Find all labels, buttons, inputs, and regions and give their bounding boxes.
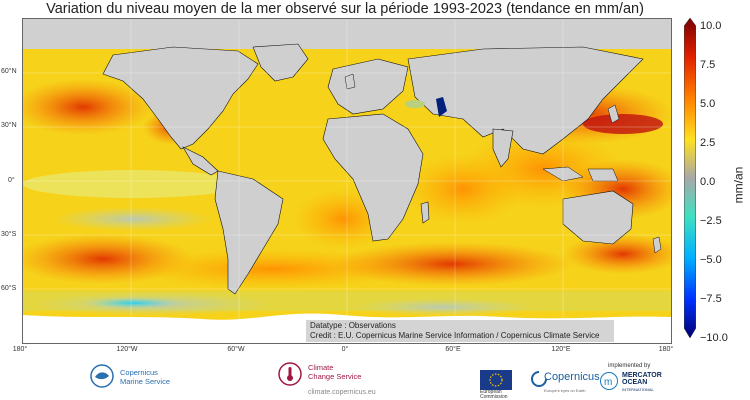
north-america	[102, 46, 259, 150]
colorbar-tick: −7.5	[700, 293, 722, 305]
c3s-logo: Climate Change Service climate.copernicu…	[278, 360, 398, 396]
cmems-fish-icon	[90, 364, 114, 388]
lat-label-30s: 30°S	[1, 231, 17, 238]
sea-level-map	[22, 18, 672, 344]
map-canvas	[23, 19, 671, 343]
colorbar-unit-label: mm/an	[731, 166, 746, 204]
colorbar-tick: −5.0	[700, 254, 722, 266]
lon-label-60w: 60°W	[227, 346, 245, 353]
lat-label-60n: 60°N	[1, 68, 17, 75]
colorbar	[684, 18, 696, 338]
south-america	[214, 170, 284, 295]
c3s-thermometer-icon	[278, 362, 302, 386]
copernicus-swirl-icon	[531, 371, 547, 387]
lon-label-180w: 180°	[12, 346, 28, 353]
mercator-logo: implemented by m MERCATOR OCEAN INTERNAT…	[600, 360, 680, 396]
cmems-service: Marine Service	[120, 377, 171, 386]
credit-box: Datatype : Observations Credit : E.U. Co…	[306, 320, 614, 342]
c3s-url: climate.copernicus.eu	[308, 389, 376, 396]
c3s-name: Climate	[308, 363, 334, 372]
lon-label-120e: 120°E	[551, 346, 571, 353]
copernicus-logo: Copernicus Europe's eyes on Earth	[530, 360, 600, 396]
africa	[322, 113, 424, 242]
asia	[407, 46, 644, 155]
mercator-name-3: INTERNATIONAL	[622, 387, 654, 392]
colorbar-tick: 2.5	[700, 137, 716, 149]
colorbar-tick: −10.0	[700, 332, 728, 344]
cmems-logo: Copernicus Marine Service	[90, 360, 190, 396]
greenland	[252, 43, 309, 82]
colorbar-tick: 10.0	[700, 20, 722, 32]
graticule	[23, 19, 671, 343]
c3s-service: Change Service	[308, 372, 362, 381]
eu-label-2: Commission	[480, 394, 508, 400]
lat-label-0: 0°	[8, 177, 15, 184]
lon-label-60e: 60°E	[445, 346, 461, 353]
lon-label-0: 0°	[341, 346, 349, 353]
australia	[562, 190, 634, 245]
colorbar-tick: 5.0	[700, 98, 716, 110]
copernicus-name: Copernicus	[544, 371, 600, 383]
svg-text:m: m	[604, 377, 612, 388]
copernicus-tagline: Europe's eyes on Earth	[544, 388, 586, 393]
cmems-name: Copernicus	[120, 368, 158, 377]
caspian-sea	[436, 97, 447, 117]
map-title: Variation du niveau moyen de la mer obse…	[46, 1, 644, 17]
mercator-m-icon: m	[600, 372, 618, 390]
colorbar-tick: −2.5	[700, 215, 722, 227]
eu-flag-icon	[480, 370, 512, 390]
mercator-name-2: OCEAN	[622, 379, 648, 386]
credit-source: Credit : E.U. Copernicus Marine Service …	[310, 331, 600, 340]
lon-label-120w: 120°W	[116, 346, 138, 353]
lat-label-60s: 60°S	[1, 285, 17, 292]
eu-label-1: European	[480, 389, 502, 395]
credit-datatype: Datatype : Observations	[310, 321, 396, 330]
colorbar-tick: 0.0	[700, 176, 716, 188]
mercator-name-1: MERCATOR	[622, 372, 662, 379]
lat-label-30n: 30°N	[1, 122, 17, 129]
colorbar-tick: 7.5	[700, 59, 716, 71]
lon-label-180e: 180°	[658, 346, 674, 353]
implemented-by-label: implemented by	[608, 363, 651, 369]
eu-commission-logo: European Commission	[480, 360, 530, 400]
